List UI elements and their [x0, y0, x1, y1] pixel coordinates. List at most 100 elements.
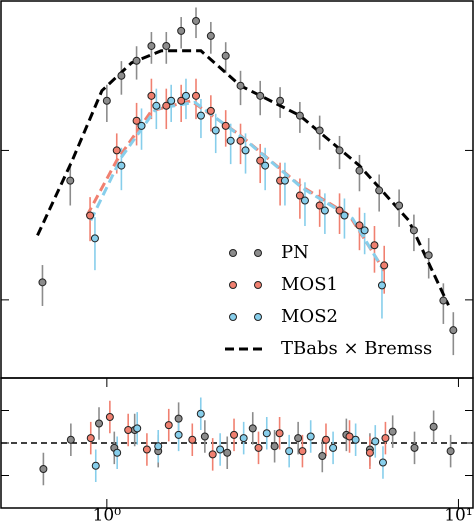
data-point — [66, 176, 75, 185]
data-point — [226, 136, 235, 145]
data-point — [196, 111, 205, 120]
data-point — [230, 430, 239, 439]
data-point — [262, 429, 271, 438]
data-point — [335, 146, 344, 155]
data-point — [192, 91, 201, 100]
data-point — [177, 26, 186, 35]
data-point — [95, 419, 104, 428]
data-point — [66, 435, 75, 444]
data-point — [355, 221, 364, 230]
data-point — [270, 442, 279, 451]
data-point — [378, 458, 387, 467]
data-point — [409, 226, 418, 235]
data-point — [295, 111, 304, 120]
data-point — [162, 101, 171, 110]
data-point — [133, 424, 142, 433]
data-point — [388, 427, 397, 436]
data-point — [112, 146, 121, 155]
data-point — [167, 96, 176, 105]
data-point — [377, 281, 386, 290]
data-point — [365, 448, 374, 457]
legend-marker — [254, 313, 262, 321]
data-point — [239, 434, 248, 443]
x-tick-label: 10⁰ — [93, 506, 122, 524]
data-point — [446, 447, 455, 456]
data-point — [381, 434, 390, 443]
data-point — [221, 121, 230, 130]
data-point — [91, 461, 100, 470]
data-point — [248, 424, 257, 433]
data-layer — [39, 397, 455, 486]
data-layer — [36, 7, 458, 356]
data-point — [318, 452, 327, 460]
data-point — [256, 156, 265, 165]
plot-frame — [0, 0, 474, 379]
data-point — [236, 81, 245, 90]
data-point — [216, 445, 225, 454]
data-point — [174, 414, 183, 423]
data-point — [295, 191, 304, 200]
data-point — [154, 442, 163, 451]
data-point — [86, 211, 95, 220]
data-point — [90, 234, 99, 243]
model-line — [85, 99, 386, 272]
data-point — [137, 121, 146, 130]
model-line — [36, 49, 450, 306]
data-point — [164, 421, 173, 430]
data-point — [410, 443, 419, 452]
data-point — [177, 96, 186, 105]
data-point — [211, 126, 220, 135]
data-point — [105, 413, 114, 421]
data-point — [321, 435, 330, 444]
data-point — [132, 56, 141, 65]
data-point — [276, 96, 285, 105]
data-point — [320, 206, 329, 215]
data-point — [142, 445, 151, 454]
data-point — [424, 251, 433, 260]
data-point — [117, 71, 126, 80]
legend-label: MOS1 — [281, 274, 338, 295]
data-point — [132, 116, 141, 125]
data-point — [275, 429, 284, 438]
data-point — [306, 432, 315, 441]
data-point — [188, 435, 197, 444]
data-point — [102, 96, 111, 105]
data-point — [355, 166, 364, 175]
data-point — [285, 447, 294, 456]
data-point — [192, 16, 201, 25]
data-point — [261, 161, 270, 170]
data-point — [147, 41, 156, 50]
data-point — [174, 430, 183, 439]
data-point — [147, 91, 156, 100]
data-point — [38, 278, 47, 287]
legend-label: PN — [281, 242, 309, 263]
data-point — [256, 91, 265, 100]
data-point — [221, 51, 230, 60]
data-point — [206, 106, 215, 115]
data-point — [39, 465, 48, 473]
legend-marker — [229, 249, 237, 257]
data-point — [86, 434, 95, 443]
data-point — [371, 437, 380, 446]
data-point — [335, 206, 344, 215]
data-point — [113, 448, 122, 457]
data-point — [223, 448, 232, 457]
data-point — [351, 435, 360, 444]
data-point — [208, 450, 217, 459]
data-point — [298, 447, 307, 456]
data-point — [340, 211, 349, 220]
legend-label: MOS2 — [281, 306, 338, 327]
data-point — [236, 136, 245, 145]
data-point — [196, 409, 205, 418]
legend-label: TBabs × Bremss — [281, 338, 432, 359]
data-point — [200, 432, 209, 441]
data-point — [294, 434, 303, 443]
data-point — [315, 126, 324, 135]
data-point — [360, 226, 369, 235]
data-point — [162, 41, 171, 50]
legend-marker — [254, 249, 262, 257]
x-tick-label: 10¹ — [444, 506, 472, 524]
legend-marker — [229, 281, 237, 289]
